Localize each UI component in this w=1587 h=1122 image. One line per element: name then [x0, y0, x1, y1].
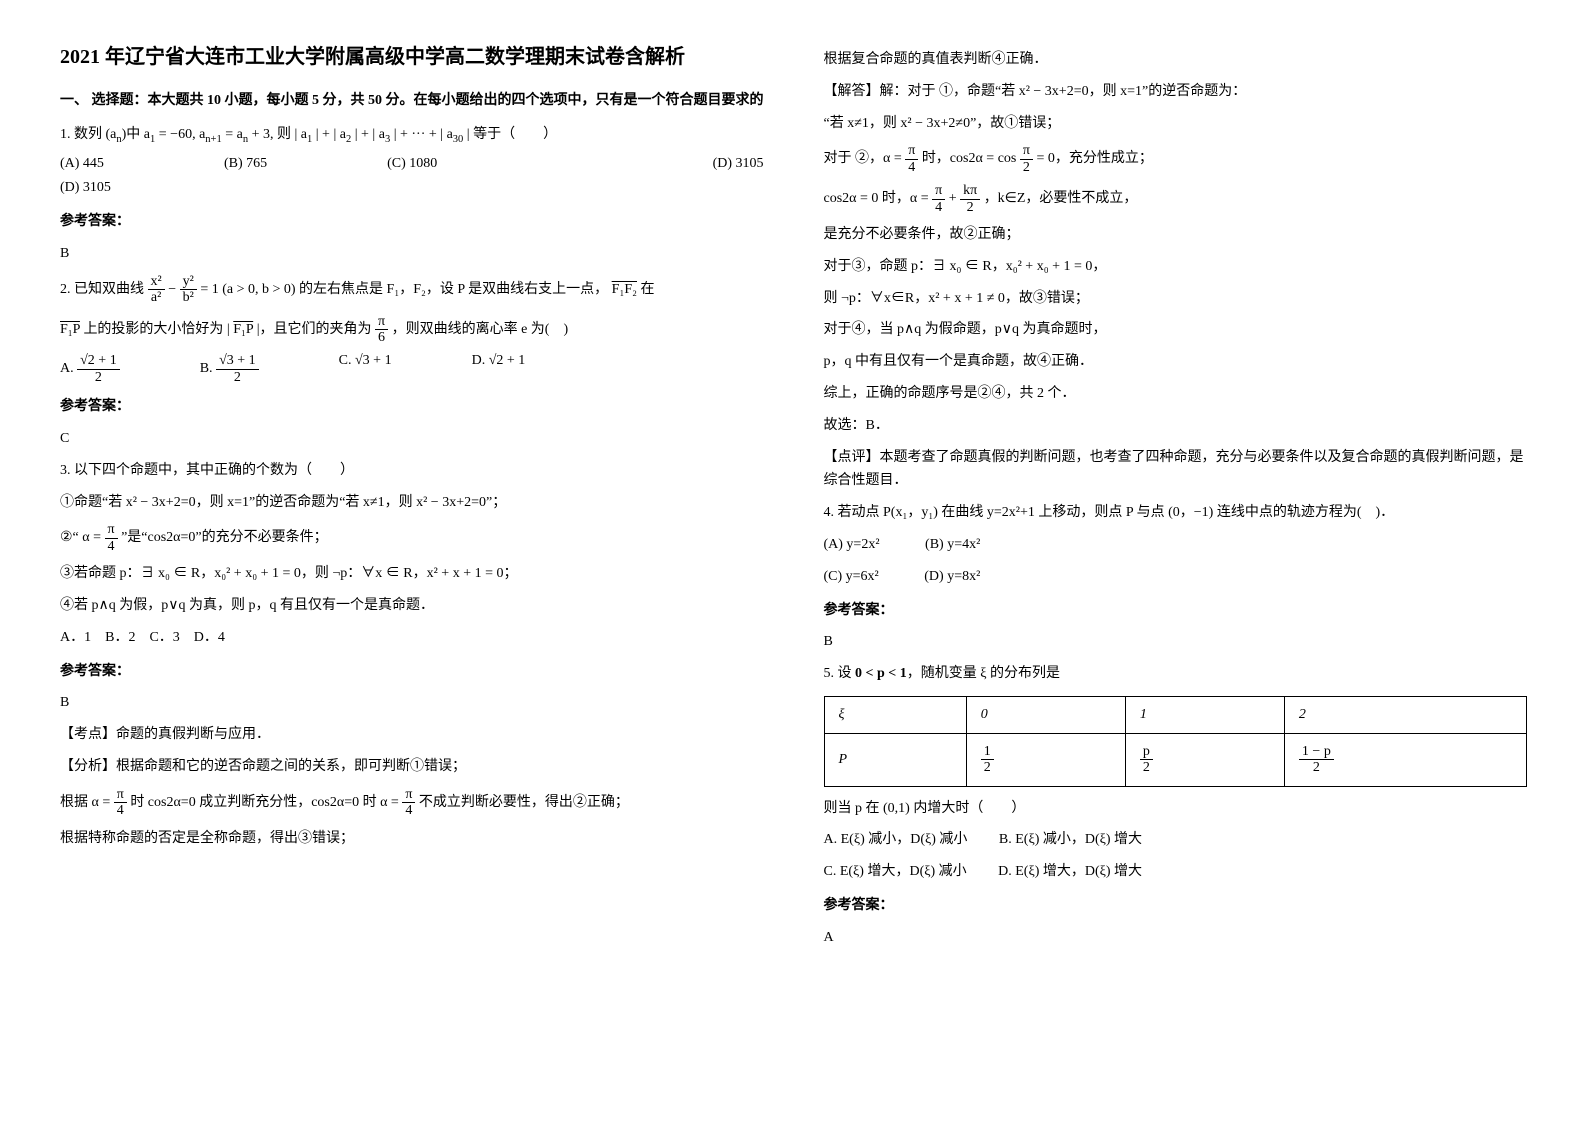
- q2-vec-f1p-b: F₁P: [233, 322, 253, 337]
- q3-jieda-8: 对于④，当 p∧q 为假命题，p∨q 为真命题时，: [824, 318, 1528, 342]
- q5-opt-d: D. E(ξ) 增大，D(ξ) 增大: [998, 864, 1142, 879]
- q3-prop4: ④若 p∧q 为假，p∨q 为真，则 p，q 有且仅有一个是真命题．: [60, 594, 764, 618]
- table-cell: 1 − p2: [1284, 733, 1526, 786]
- q3-fenxi-1: 【分析】根据命题和它的逆否命题之间的关系，即可判断①错误；: [60, 755, 764, 779]
- q4-opt-c: (C) y=6x²: [824, 569, 879, 584]
- q3-answer-label: 参考答案：: [60, 660, 764, 684]
- q5-opt-b: B. E(ξ) 减小，D(ξ) 增大: [999, 832, 1142, 847]
- table-cell: p2: [1125, 733, 1284, 786]
- table-cell: 2: [1284, 696, 1526, 733]
- q5-opts-ab: A. E(ξ) 减小，D(ξ) 减小 B. E(ξ) 减小，D(ξ) 增大: [824, 828, 1528, 852]
- q4-stem: 4. 若动点 P(x₁，y₁) 在曲线 y=2x²+1 上移动，则点 P 与点 …: [824, 501, 1528, 525]
- q2-opt-b: B. √3 + 12: [200, 353, 259, 385]
- q1-options: (A) 445 (B) 765 (C) 1080 (D) 3105: [60, 156, 764, 172]
- q5-opts-cd: C. E(ξ) 增大，D(ξ) 减小 D. E(ξ) 增大，D(ξ) 增大: [824, 860, 1528, 884]
- q3-dianping: 【点评】本题考查了命题真假的判断问题，也考查了四种命题，充分与必要条件以及复合命…: [824, 446, 1528, 494]
- exam-title: 2021 年辽宁省大连市工业大学附属高级中学高二数学理期末试卷含解析: [60, 40, 764, 69]
- q2-opt-d: D. √2 + 1: [472, 353, 526, 385]
- q3-prop1: ①命题“若 x² − 3x+2=0，则 x=1”的逆否命题为“若 x≠1，则 x…: [60, 491, 764, 515]
- q3-jieda-2: “若 x≠1，则 x² − 3x+2≠0”，故①错误；: [824, 112, 1528, 136]
- table-cell-xi: ξ: [824, 696, 966, 733]
- q4-answer: B: [824, 630, 1528, 654]
- q2-stem-line1: 2. 已知双曲线 x²a² − y²b² = 1 (a > 0, b > 0) …: [60, 274, 764, 306]
- q3-jieda-1: 【解答】解：对于 ①，命题“若 x² − 3x+2=0，则 x=1”的逆否命题为…: [824, 80, 1528, 104]
- q1-answer: B: [60, 242, 764, 266]
- q2-vec-f1f2: F₁F₂: [612, 282, 637, 297]
- q2-frac-x: x²a²: [148, 274, 165, 306]
- q2-frac-y: y²b²: [180, 274, 197, 306]
- table-cell: 0: [966, 696, 1125, 733]
- q3-kaodian: 【考点】命题的真假判断与应用．: [60, 723, 764, 747]
- q3-options: A．1 B．2 C．3 D．4: [60, 626, 764, 650]
- q2-stem-line2: F₁P 上的投影的大小恰好为 | F₁P |，且它们的夹角为 π6 ，则双曲线的…: [60, 314, 764, 346]
- q2-options: A. √2 + 12 B. √3 + 12 C. √3 + 1 D. √2 + …: [60, 353, 764, 385]
- q1-answer-label: 参考答案：: [60, 210, 764, 234]
- q1-opt-a: (A) 445: [60, 156, 104, 172]
- q3-stem: 3. 以下四个命题中，其中正确的个数为（ ）: [60, 459, 764, 483]
- q4-opt-a: (A) y=2x²: [824, 537, 880, 552]
- right-column: 根据复合命题的真值表判断④正确． 【解答】解：对于 ①，命题“若 x² − 3x…: [824, 40, 1528, 958]
- q4-opts-cd: (C) y=6x² (D) y=8x²: [824, 565, 1528, 589]
- section-1-heading: 一、 选择题：本大题共 10 小题，每小题 5 分，共 50 分。在每小题给出的…: [60, 89, 764, 113]
- q5-answer: A: [824, 926, 1528, 950]
- q2-answer-label: 参考答案：: [60, 395, 764, 419]
- q3-jieda-4: cos2α = 0 时，α = π4 + kπ2 ，k∈Z，必要性不成立，: [824, 183, 1528, 215]
- q3-jieda-5: 是充分不必要条件，故②正确；: [824, 223, 1528, 247]
- q3-jieda-3: 对于 ②，α = π4 时，cos2α = cos π2 = 0，充分性成立；: [824, 143, 1528, 175]
- q2-opt-a: A. √2 + 12: [60, 353, 120, 385]
- q4-opt-b: (B) y=4x²: [925, 537, 980, 552]
- q3-jieda-7: 则 ¬p：∀x∈R，x² + x + 1 ≠ 0，故③错误；: [824, 287, 1528, 311]
- q5-distribution-table: ξ 0 1 2 P 12 p2 1 − p2: [824, 696, 1528, 787]
- q5-answer-label: 参考答案：: [824, 894, 1528, 918]
- table-cell: 1: [1125, 696, 1284, 733]
- q3-jieda-9: p，q 中有且仅有一个是真命题，故④正确．: [824, 350, 1528, 374]
- q5-opt-a: A. E(ξ) 减小，D(ξ) 减小: [824, 832, 968, 847]
- table-row: P 12 p2 1 − p2: [824, 733, 1527, 786]
- q4-answer-label: 参考答案：: [824, 599, 1528, 623]
- q5-opt-c: C. E(ξ) 增大，D(ξ) 减小: [824, 864, 967, 879]
- q1-opt-d: (D) 3105: [713, 156, 764, 172]
- q1-opt-c: (C) 1080: [387, 156, 437, 172]
- q3-fenxi-3: 根据特称命题的否定是全称命题，得出③错误；: [60, 827, 764, 851]
- q2-answer: C: [60, 427, 764, 451]
- q4-opt-d: (D) y=8x²: [924, 569, 980, 584]
- q3-expl-1: 根据复合命题的真值表判断④正确．: [824, 48, 1528, 72]
- q3-summary: 综上，正确的命题序号是②④，共 2 个．: [824, 382, 1528, 406]
- q5-stem: 5. 设 0 < p < 1，随机变量 ξ 的分布列是: [824, 662, 1528, 686]
- left-column: 2021 年辽宁省大连市工业大学附属高级中学高二数学理期末试卷含解析 一、 选择…: [60, 40, 764, 958]
- q3-pick: 故选：B．: [824, 414, 1528, 438]
- q1-text: 1. 数列 (a: [60, 127, 116, 142]
- q4-opts-ab: (A) y=2x² (B) y=4x²: [824, 533, 1528, 557]
- q5-tail: 则当 p 在 (0,1) 内增大时（ ）: [824, 797, 1528, 821]
- q2-opt-c: C. √3 + 1: [339, 353, 392, 385]
- q3-fenxi-2: 根据 α = π4 时 cos2α=0 成立判断充分性，cos2α=0 时 α …: [60, 787, 764, 819]
- table-row: ξ 0 1 2: [824, 696, 1527, 733]
- q2-vec-f1p-a: F₁P: [60, 322, 80, 337]
- q1-opt-b: (B) 765: [224, 156, 267, 172]
- table-cell-p: P: [824, 733, 966, 786]
- q3-prop2: ②“ α = π4 ”是“cos2α=0”的充分不必要条件；: [60, 522, 764, 554]
- q1-stem: 1. 数列 (an)中 a1 = −60, an+1 = an + 3, 则 |…: [60, 123, 764, 149]
- page: 2021 年辽宁省大连市工业大学附属高级中学高二数学理期末试卷含解析 一、 选择…: [60, 40, 1527, 958]
- table-cell: 12: [966, 733, 1125, 786]
- q3-prop3: ③若命题 p：∃ x₀ ∈ R，x₀² + x₀ + 1 = 0，则 ¬p：∀x…: [60, 562, 764, 586]
- q3-answer: B: [60, 691, 764, 715]
- q2-angle: π6: [375, 314, 388, 346]
- q3-jieda-6: 对于③，命题 p：∃ x₀ ∈ R，x₀² + x₀ + 1 = 0，: [824, 255, 1528, 279]
- q1-opt-d-line: (D) 3105: [60, 176, 764, 200]
